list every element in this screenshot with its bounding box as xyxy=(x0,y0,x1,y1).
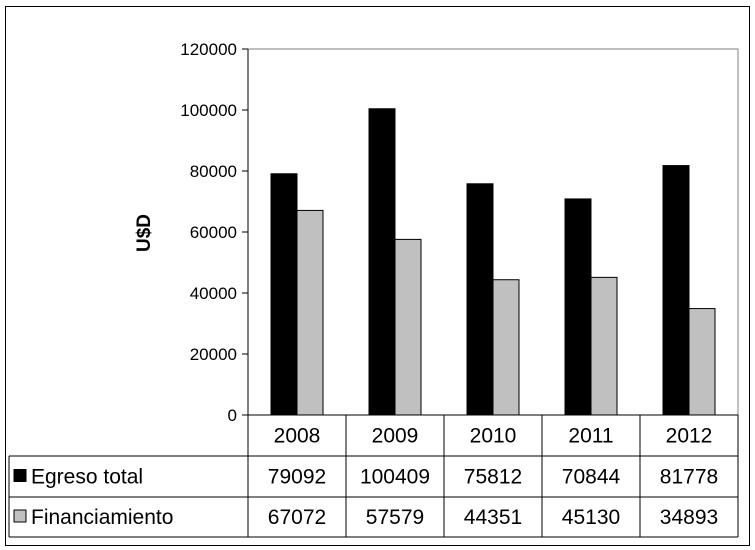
x-tick-label: 2008 xyxy=(274,425,321,448)
data-label: 81778 xyxy=(660,466,718,489)
legend-label: Egreso total xyxy=(31,466,143,489)
bar-egreso-total xyxy=(662,165,690,416)
y-tick-label: 20000 xyxy=(190,345,237,364)
bar-egreso-total xyxy=(270,173,298,416)
data-label: 70844 xyxy=(562,466,621,489)
data-label: 75812 xyxy=(464,466,522,489)
bar-egreso-total xyxy=(368,108,396,416)
x-tick-label: 2009 xyxy=(372,425,419,448)
y-tick-label: 120000 xyxy=(180,40,237,59)
legend-label: Financiamiento xyxy=(31,506,173,529)
y-axis-label: U$D xyxy=(134,214,155,252)
data-label: 100409 xyxy=(360,466,430,489)
legend-swatch xyxy=(13,469,27,482)
bar-egreso-total xyxy=(564,198,592,416)
x-tick-label: 2011 xyxy=(568,425,613,448)
y-tick-label: 40000 xyxy=(190,284,237,303)
x-tick-label: 2012 xyxy=(666,425,713,448)
bar-financiamiento xyxy=(296,209,324,416)
data-label: 57579 xyxy=(366,506,424,529)
bar-financiamiento xyxy=(394,238,422,416)
data-label: 34893 xyxy=(660,506,718,529)
y-tick-label: 0 xyxy=(228,406,237,425)
data-label: 79092 xyxy=(268,466,326,489)
y-tick-label: 80000 xyxy=(190,162,237,181)
y-tick-label: 60000 xyxy=(190,223,237,242)
data-label: 67072 xyxy=(268,506,326,529)
data-label: 44351 xyxy=(464,506,522,529)
x-tick-label: 2010 xyxy=(470,425,517,448)
legend-swatch xyxy=(13,509,27,523)
bar-financiamiento xyxy=(688,308,716,416)
data-label: 45130 xyxy=(562,506,620,529)
bar-egreso-total xyxy=(466,183,494,416)
bar-financiamiento xyxy=(492,279,520,416)
y-tick-label: 100000 xyxy=(180,101,237,120)
bar-financiamiento xyxy=(590,276,618,416)
